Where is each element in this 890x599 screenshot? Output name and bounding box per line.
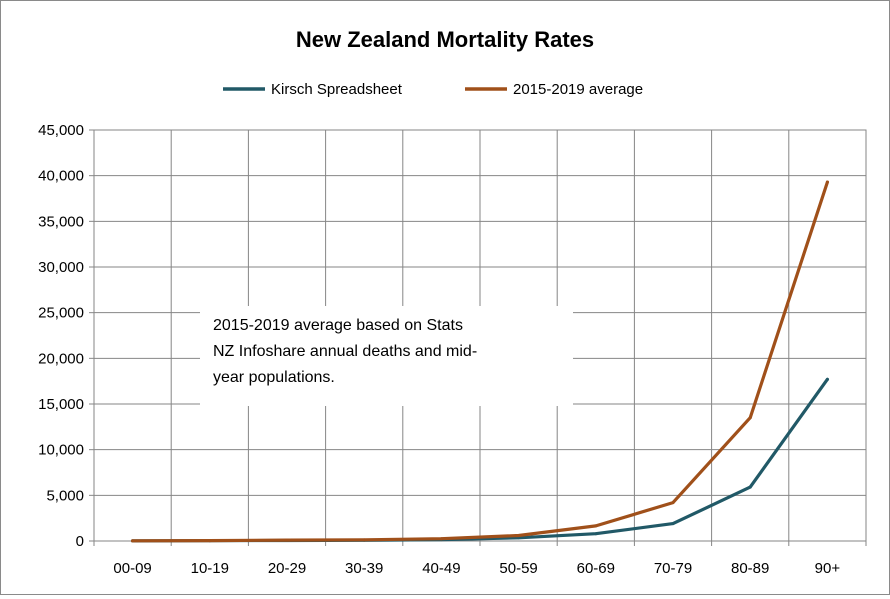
y-tick-label: 30,000	[38, 259, 84, 276]
y-axis-ticks: 0 5,000 10,000 15,000 20,000 25,000 30,000 35,0…	[38, 122, 84, 550]
data-point	[748, 485, 752, 489]
y-tick-label: 0	[76, 533, 84, 550]
annotation-line: year populations.	[213, 369, 335, 386]
data-point	[825, 180, 829, 184]
y-tick-label: 20,000	[38, 350, 84, 367]
annotation-line: 2015-2019 average based on Stats	[213, 317, 463, 334]
data-point	[285, 538, 289, 542]
series-lines	[131, 180, 830, 543]
x-tick-label: 70-79	[654, 560, 692, 577]
y-tick-label: 25,000	[38, 305, 84, 322]
series-line-2	[131, 180, 830, 543]
x-tick-label: 40-49	[422, 560, 460, 577]
data-point	[671, 501, 675, 505]
x-tick-label: 80-89	[731, 560, 769, 577]
annotation-box: 2015-2019 average based on Stats NZ Infos…	[200, 306, 573, 406]
y-tick-label: 10,000	[38, 442, 84, 459]
x-tick-label: 60-69	[577, 560, 615, 577]
y-tick-label: 15,000	[38, 396, 84, 413]
data-point	[517, 534, 521, 538]
y-tick-label: 40,000	[38, 168, 84, 185]
y-tick-label: 5,000	[46, 487, 84, 504]
data-point	[671, 522, 675, 526]
x-tick-label: 20-29	[268, 560, 306, 577]
data-point	[825, 377, 829, 381]
x-tick-label: 00-09	[113, 560, 151, 577]
annotation-background	[200, 306, 573, 406]
y-tick-label: 45,000	[38, 122, 84, 139]
chart-title: New Zealand Mortality Rates	[296, 27, 594, 52]
x-tick-label: 90+	[815, 560, 841, 577]
legend-label: 2015-2019 average	[513, 81, 643, 98]
annotation-line: NZ Infoshare annual deaths and mid-	[213, 343, 477, 360]
y-tick-label: 35,000	[38, 213, 84, 230]
x-tick-label: 10-19	[191, 560, 229, 577]
data-point	[594, 532, 598, 536]
data-point	[594, 524, 598, 528]
data-point	[362, 538, 366, 542]
data-point	[131, 539, 135, 543]
data-point	[439, 537, 443, 541]
x-tick-label: 30-39	[345, 560, 383, 577]
legend: Kirsch Spreadsheet 2015-2019 average	[223, 81, 643, 98]
x-axis-ticks: 00-09 10-19 20-29 30-39 40-49 50-59 60-69 70-79…	[113, 560, 840, 577]
x-tick-label: 50-59	[499, 560, 537, 577]
data-point	[748, 416, 752, 420]
legend-label: Kirsch Spreadsheet	[271, 81, 403, 98]
data-point	[208, 539, 212, 543]
